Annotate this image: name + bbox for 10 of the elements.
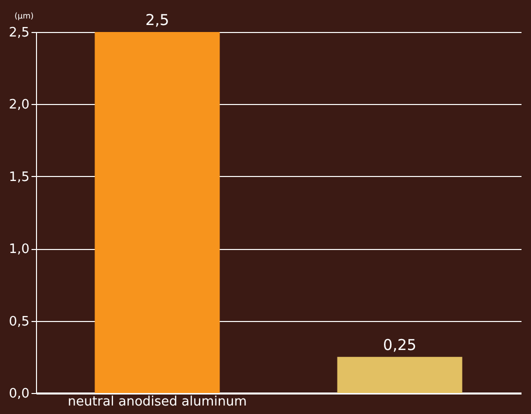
x-tick-label: neutral anodised aluminum xyxy=(68,394,247,410)
data-label: 2,5 xyxy=(145,11,170,29)
y-tick-label: 1,5 xyxy=(8,170,30,185)
data-label: 0,25 xyxy=(383,336,416,354)
y-tick-label: 2,0 xyxy=(8,98,30,113)
y-tick-label: 2,5 xyxy=(8,26,30,40)
y-tick-label: 1,0 xyxy=(8,242,30,258)
y-axis-title: (µm) xyxy=(14,12,34,20)
y-tick-label: 0,0 xyxy=(8,386,30,402)
y-tick-label: 0,5 xyxy=(8,314,30,330)
